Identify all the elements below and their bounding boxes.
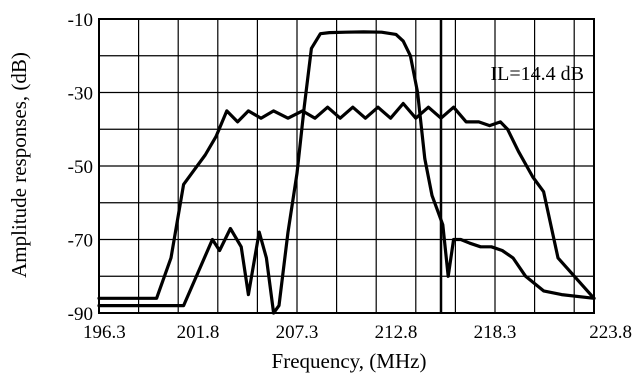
y-tick-label: -50 — [68, 157, 93, 178]
x-tick-labels: 196.3 201.8 207.3 212.8 218.3 223.8 — [83, 322, 632, 343]
x-tick-label: 196.3 — [83, 322, 126, 343]
y-tick-label: -10 — [68, 10, 93, 31]
x-tick-label: 201.8 — [177, 322, 220, 343]
y-tick-label: -90 — [68, 304, 93, 325]
x-tick-label: 218.3 — [474, 322, 517, 343]
plot-frame — [98, 18, 595, 314]
series-line-1 — [97, 30, 596, 315]
x-tick-label: 212.8 — [375, 322, 418, 343]
x-axis-title: Frequency, (MHz) — [272, 349, 427, 373]
annotation-il: IL=14.4 dB — [491, 63, 585, 85]
x-tick-label: 207.3 — [276, 322, 319, 343]
plot-border — [98, 18, 595, 314]
y-axis-title: Amplitude responses, (dB) — [7, 52, 31, 278]
y-tick-labels: -10 -30 -50 -70 -90 — [68, 10, 93, 325]
y-tick-label: -30 — [68, 84, 93, 105]
series-line-2 — [97, 101, 596, 300]
y-tick-label: -70 — [68, 231, 93, 252]
x-tick-label: 223.8 — [589, 322, 632, 343]
grid — [99, 19, 594, 313]
series-lines — [97, 30, 596, 315]
